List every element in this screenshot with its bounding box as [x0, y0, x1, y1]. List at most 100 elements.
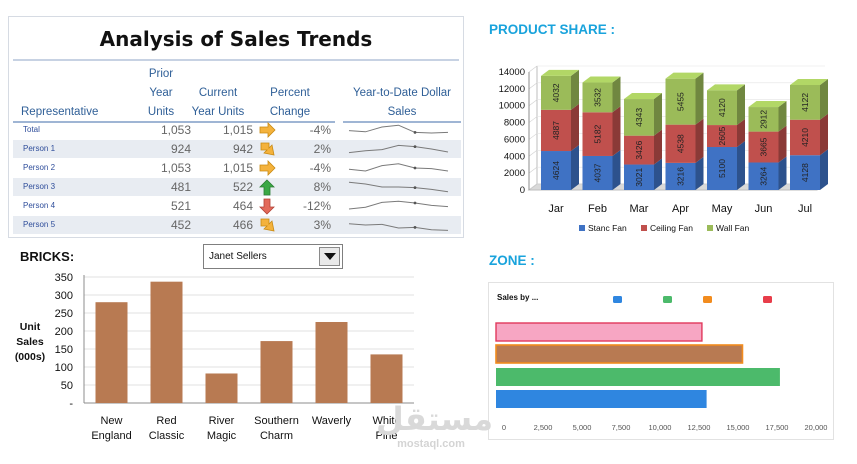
data-label: 4210 — [800, 128, 810, 147]
percent-change: -12% — [302, 199, 331, 213]
x-tick-label: 0 — [502, 423, 506, 432]
bar-side — [695, 118, 704, 163]
bar-segment — [541, 109, 571, 152]
data-label: 4032 — [551, 83, 561, 102]
current-units: 1,015 — [222, 123, 253, 137]
seller-dropdown[interactable]: Janet Sellers — [203, 244, 343, 269]
bar-segment — [624, 99, 654, 136]
sparkline — [348, 181, 449, 193]
legend-swatch — [663, 296, 672, 303]
bar — [205, 373, 238, 403]
bar-side — [571, 145, 579, 190]
header-ytd-line1: Year-to-Date Dollar — [352, 87, 451, 99]
y-axis-label: Sales — [16, 336, 44, 348]
sparkline-path — [348, 124, 449, 134]
sparkline-point — [413, 201, 417, 205]
sparkline-path — [348, 223, 449, 231]
y-tick-label: 6000 — [504, 134, 525, 145]
arrow-glyph — [259, 122, 276, 138]
zone-chart-title: Sales by ... — [497, 293, 538, 302]
bar-segment — [707, 125, 737, 148]
x-tick-label: England — [91, 430, 131, 442]
percent-change: -4% — [309, 161, 331, 175]
header-underline — [13, 121, 335, 123]
data-label: 5182 — [593, 124, 603, 143]
x-tick-label: Jul — [798, 203, 812, 215]
table-row: Person 5 452 466 3% — [13, 216, 461, 234]
grid-diag — [528, 99, 538, 106]
sparkline — [348, 200, 449, 210]
x-tick-label: 20,000 — [805, 423, 828, 432]
legend-label: Wall Fan — [716, 223, 749, 233]
rep-name: Total — [23, 125, 40, 134]
sparkline — [348, 124, 449, 134]
header-ytd-sales: Year-to-Date Dollar Sales — [343, 84, 461, 122]
bar-segment — [707, 147, 737, 190]
data-label: 3532 — [593, 88, 603, 107]
grid-diag — [528, 65, 538, 73]
table-row: Person 3 481 522 8% — [13, 178, 461, 196]
y-tick-label: 350 — [55, 272, 73, 284]
chevron-down-icon — [324, 253, 336, 260]
legend-swatch — [579, 225, 585, 231]
bar-side — [612, 106, 621, 156]
y-tick-label: 200 — [55, 326, 73, 338]
bar-side — [820, 149, 828, 190]
bar-top — [541, 69, 579, 76]
sparkline-point — [413, 131, 417, 134]
bar-side — [778, 125, 787, 163]
bar-side — [695, 72, 704, 125]
prior-units: 452 — [170, 218, 191, 232]
bar-top — [790, 78, 828, 85]
bar — [370, 354, 403, 403]
current-units: 1,015 — [222, 161, 253, 175]
bar-side — [612, 149, 621, 190]
bar-side — [820, 78, 828, 120]
bar-segment — [748, 162, 779, 190]
watermark-arabic: مستقل — [376, 400, 494, 438]
bar-side — [778, 101, 787, 132]
header-underline-ytd — [343, 121, 461, 123]
grid-diag — [528, 133, 538, 140]
y-axis-label: (000s) — [15, 351, 45, 363]
product-share-chart: 0 2000 4000 6000 8000 10000 12000 14000 4624 4887… — [487, 62, 841, 240]
bar-segment — [790, 119, 820, 156]
prior-units: 924 — [170, 142, 191, 156]
sales-trends-panel: Analysis of Sales Trends Representative … — [8, 16, 464, 238]
legend-swatch — [703, 296, 712, 303]
header-prior-line3: Units — [147, 106, 175, 118]
sparkline — [348, 223, 449, 231]
bar-segment — [541, 75, 571, 110]
table-row: Total 1,053 1,015 -4% — [13, 121, 461, 139]
percent-change: 3% — [313, 218, 331, 232]
x-tick-label: Classic — [149, 430, 185, 442]
bar-segment — [790, 155, 820, 190]
x-tick-label: 2,500 — [534, 423, 553, 432]
percent-change: 2% — [313, 142, 331, 156]
grid-diag — [528, 82, 538, 90]
y-tick-label: 8000 — [504, 118, 525, 129]
sparkline-path — [348, 200, 449, 210]
current-units: 464 — [232, 199, 253, 213]
x-tick-label: Jun — [755, 203, 773, 215]
x-tick-label: Waverly — [312, 415, 352, 427]
data-label: 4120 — [717, 98, 727, 117]
dropdown-button[interactable] — [319, 247, 340, 266]
x-tick-label: 15,000 — [727, 423, 750, 432]
data-label: 4037 — [593, 163, 603, 182]
bar — [260, 341, 293, 403]
y-tick-label: 50 — [61, 380, 73, 392]
y-tick-label: 300 — [55, 290, 73, 302]
y-tick-label: 150 — [55, 344, 73, 356]
bar-side — [654, 93, 662, 136]
bricks-title: BRICKS: — [20, 249, 75, 264]
grid-diag — [528, 116, 538, 123]
bar-top — [582, 76, 621, 83]
bricks-chart: Unit Sales (000s) 350 300 250 200 150 100 50 - New E… — [0, 268, 470, 464]
x-tick-label: 7,500 — [612, 423, 631, 432]
data-label: 4122 — [800, 93, 810, 112]
header-current-line1: Current — [198, 87, 238, 99]
x-tick-label: River — [209, 415, 235, 427]
x-tick-label: Charm — [260, 430, 293, 442]
bar-side — [737, 119, 745, 148]
